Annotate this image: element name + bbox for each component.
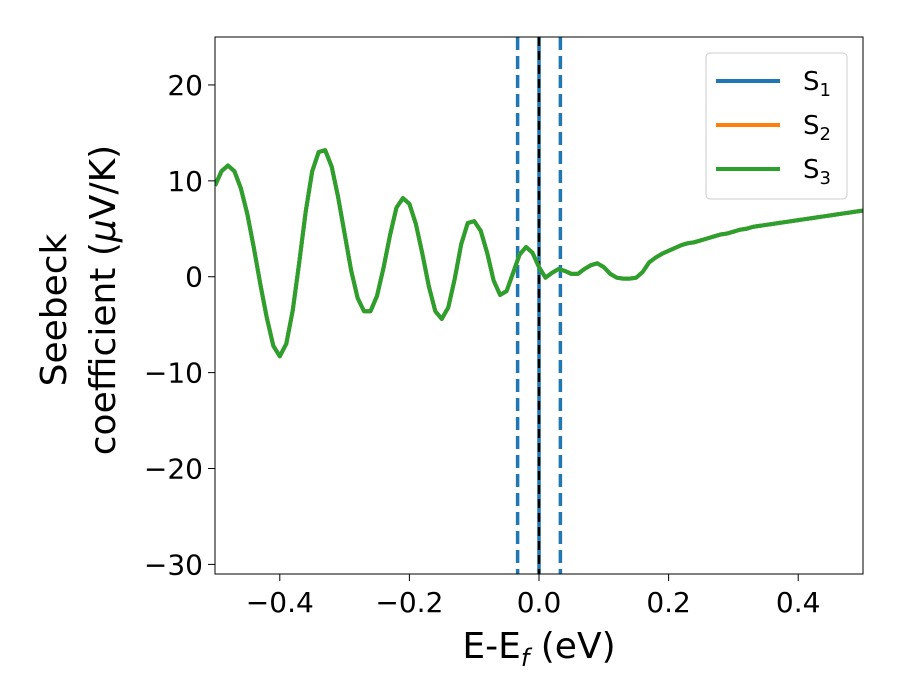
- legend-label-s2: S2: [803, 111, 831, 145]
- y-tick-label: 20: [167, 69, 203, 102]
- y-axis-label-line1: Seebeck: [34, 233, 75, 386]
- legend: S1 S2 S3: [705, 52, 848, 200]
- x-axis-label-main: E-E: [462, 626, 520, 667]
- x-axis-label-unit: (eV): [529, 626, 615, 667]
- y-axis-label: Seebeck coefficient (μV/K): [34, 145, 124, 455]
- y-axis-label-line2: coefficient (μV/K): [83, 145, 124, 455]
- x-tick-label: 0.0: [517, 586, 562, 619]
- y-tick-label: −10: [144, 357, 203, 390]
- y-axis-label-coefficient: coefficient (: [83, 242, 124, 455]
- x-axis-ticks: −0.4 −0.2 0.0 0.2 0.4: [246, 574, 821, 619]
- x-tick-label: 0.2: [646, 586, 691, 619]
- y-tick-label: 0: [185, 261, 203, 294]
- y-tick-label: −20: [144, 453, 203, 486]
- legend-label-s1: S1: [803, 67, 831, 101]
- series-lines: [215, 148, 863, 359]
- x-tick-label: −0.4: [246, 586, 314, 619]
- y-axis-label-mu: μ: [83, 219, 124, 243]
- vertical-lines: [515, 37, 563, 574]
- y-axis-ticks: −30 −20 −10 0 10 20: [144, 69, 215, 581]
- y-tick-label: 10: [167, 165, 203, 198]
- series-line-s3: [215, 148, 863, 359]
- y-tick-label: −30: [144, 548, 203, 581]
- legend-label-s3: S3: [803, 155, 831, 189]
- x-tick-label: 0.4: [776, 586, 821, 619]
- x-tick-label: −0.2: [375, 586, 443, 619]
- y-axis-label-unit: V/K): [83, 145, 124, 219]
- x-axis-label: E-Ef (eV): [462, 626, 615, 672]
